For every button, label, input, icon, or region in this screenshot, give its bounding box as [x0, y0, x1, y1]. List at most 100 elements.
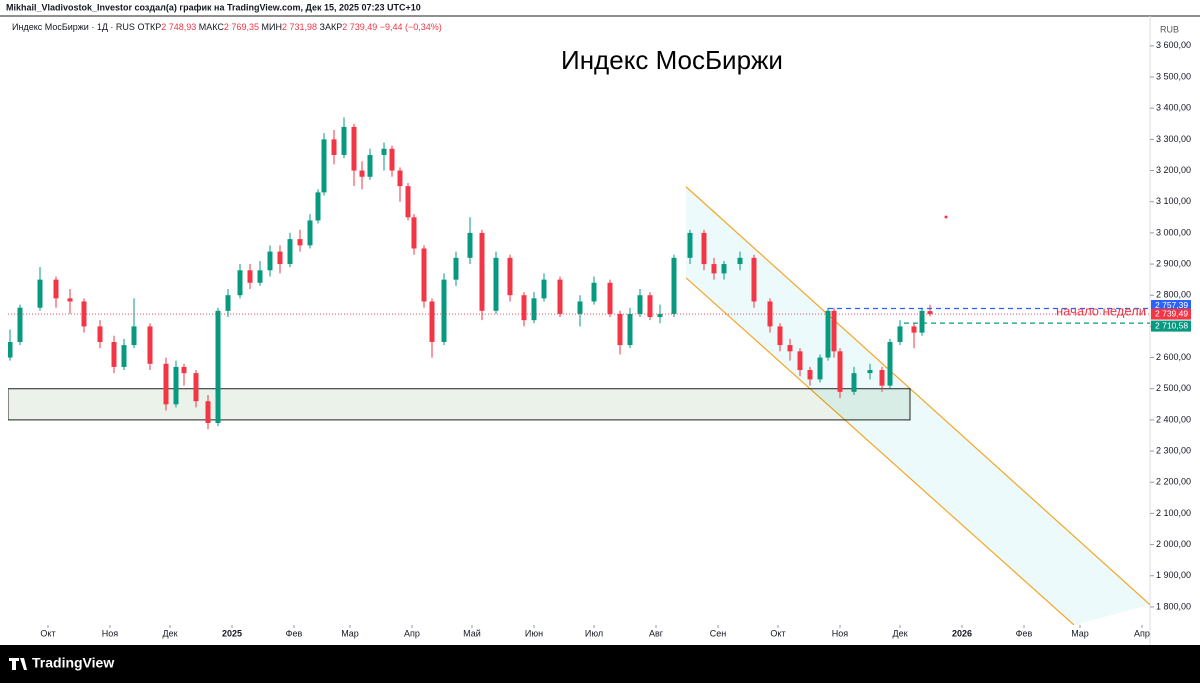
candle-body — [453, 257, 459, 280]
candle-body — [557, 279, 563, 314]
x-tick-label: Дек — [892, 628, 907, 638]
candle-body — [837, 351, 843, 392]
y-tick-label: 2 500,00 — [1156, 383, 1191, 393]
price-badge — [1151, 320, 1191, 332]
y-tick-label: 2 400,00 — [1156, 414, 1191, 424]
candle-body — [657, 313, 663, 318]
candle-body — [787, 345, 793, 352]
candle-body — [225, 295, 231, 311]
candle-body — [711, 264, 717, 274]
candle-body — [351, 126, 357, 171]
candle-body — [359, 170, 365, 177]
x-tick-label: Сен — [710, 628, 727, 638]
candle-body — [671, 257, 677, 314]
candle-body — [181, 366, 187, 374]
candle-body — [919, 310, 925, 333]
y-tick-label: 2 100,00 — [1156, 508, 1191, 518]
candle-body — [257, 270, 263, 283]
x-tick-label: 2026 — [952, 628, 972, 638]
candle-body — [267, 251, 273, 271]
candle-body — [163, 363, 169, 405]
channel-upper — [685, 186, 1150, 606]
candle-body — [541, 279, 547, 299]
price-badge-label: 2 757,39 — [1155, 300, 1188, 310]
candle-body — [297, 239, 303, 246]
candle-body — [341, 126, 347, 155]
candle-body — [215, 310, 221, 424]
candle-body — [591, 282, 597, 302]
candle-body — [927, 311, 933, 315]
candle-body — [97, 326, 103, 342]
candle-body — [307, 220, 313, 246]
candle-body — [521, 295, 527, 321]
candle-body — [897, 326, 903, 342]
candle-body — [277, 251, 283, 265]
legend-item: МАКС — [199, 22, 225, 32]
candle-body — [797, 351, 803, 371]
support-zone — [8, 388, 911, 421]
candle-body — [147, 326, 153, 364]
x-tick-label: Май — [463, 628, 481, 638]
candle-body — [411, 217, 417, 249]
candle-body — [321, 139, 327, 193]
legend-item: МИН — [261, 22, 281, 32]
candle-body — [867, 370, 873, 374]
candle-body — [807, 370, 813, 380]
candle-body — [467, 232, 473, 258]
header: Mikhail_Vladivostok_Investor создал(а) г… — [6, 2, 421, 12]
legend-item: Индекс МосБиржи · 1Д · RUS — [12, 22, 135, 32]
y-tick-label: 2 800,00 — [1156, 290, 1191, 300]
candle-body — [777, 326, 783, 346]
candle-body — [701, 232, 707, 265]
candle-body — [637, 295, 643, 314]
price-badge-label: 2 739,49 — [1155, 308, 1188, 318]
candle-body — [831, 310, 837, 352]
candle-body — [687, 232, 693, 258]
logo-icon — [9, 658, 27, 670]
legend-item: 2 739,49 — [342, 22, 377, 32]
channel-lower — [685, 277, 1075, 625]
candle-body — [287, 239, 293, 265]
x-tick-label: Мар — [341, 628, 359, 638]
channel-fill — [686, 186, 1150, 625]
candle-body — [247, 270, 253, 283]
candle-body — [111, 341, 117, 367]
x-tick-label: Авг — [649, 628, 664, 638]
y-tick-label: 1 900,00 — [1156, 570, 1191, 580]
x-tick-label: Ноя — [832, 628, 849, 638]
candle-body — [37, 279, 43, 308]
candle-body — [381, 148, 387, 155]
candle-body — [617, 313, 623, 346]
note: начало недели — [1056, 304, 1146, 319]
candle-body — [67, 298, 73, 302]
y-tick-label: 1 800,00 — [1156, 601, 1191, 611]
candle-body — [193, 373, 199, 402]
candle-body — [507, 257, 513, 296]
chart-title: Индекс МосБиржи — [561, 45, 783, 75]
candle-body — [53, 279, 59, 299]
candle-body — [405, 186, 411, 218]
y-tick-label: 3 500,00 — [1156, 71, 1191, 81]
candle-body — [421, 248, 427, 302]
candle-body — [331, 139, 337, 155]
candle-body — [17, 307, 23, 342]
candle-body — [389, 148, 395, 171]
candle-body — [851, 373, 857, 392]
legend-item: 2 748,93 — [161, 22, 196, 32]
y-tick-label: 2 600,00 — [1156, 352, 1191, 362]
candle-body — [237, 270, 243, 296]
legend-item: ОТКР — [137, 22, 161, 32]
legend-item: −9,44 (−0,34%) — [380, 22, 442, 32]
candle-body — [8, 341, 13, 358]
candle-body — [121, 345, 127, 367]
currency: RUB — [1160, 24, 1179, 34]
candle-body — [879, 370, 885, 386]
candle-body — [887, 341, 893, 386]
x-tick-label: Апр — [404, 628, 420, 638]
x-tick-label: Июл — [585, 628, 603, 638]
y-tick-label: 3 100,00 — [1156, 196, 1191, 206]
candle-body — [577, 301, 583, 314]
candle-body — [173, 366, 179, 405]
candle-body — [817, 357, 823, 380]
